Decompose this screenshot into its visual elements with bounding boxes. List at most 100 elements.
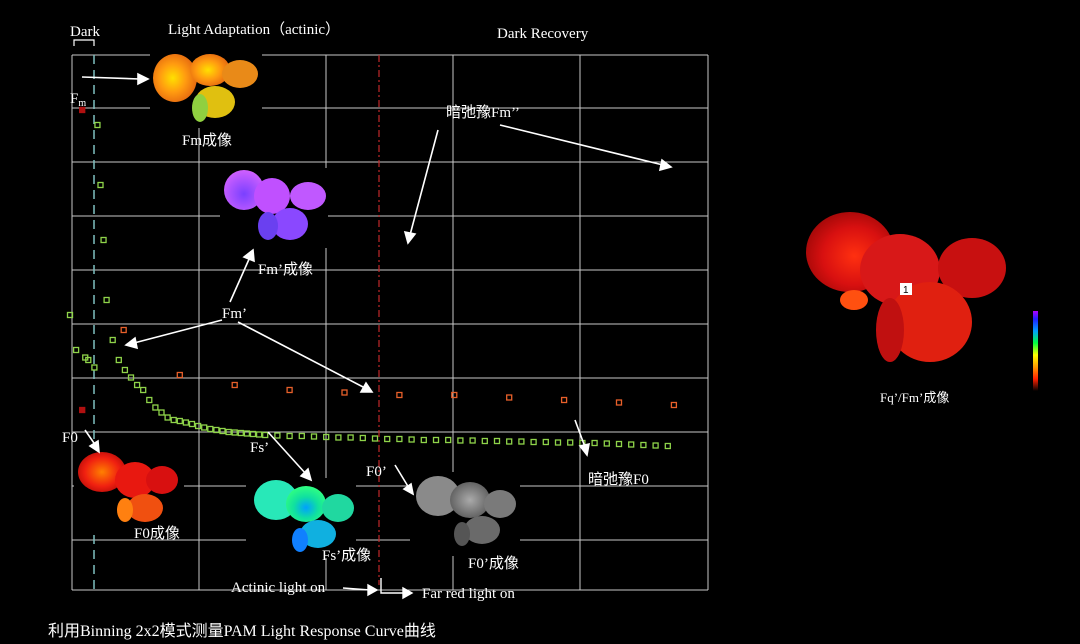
data-point-green (188, 420, 196, 428)
label-light-adaptation: Light Adaptation（actinic） (168, 21, 340, 38)
label-far-red-on: Far red light on (422, 586, 515, 602)
data-point-green (298, 432, 305, 440)
label-fs-prime: Fs’ (250, 440, 269, 456)
data-point-green (176, 417, 183, 425)
color-scale-bar (1033, 311, 1038, 391)
data-point-orange (176, 371, 183, 379)
data-point-orange (670, 401, 678, 409)
f0-image (74, 448, 184, 530)
data-point-green (94, 121, 101, 129)
data-point-green (530, 438, 537, 446)
data-point-green (213, 426, 220, 434)
data-point-green (164, 414, 171, 421)
data-point-green (72, 346, 80, 354)
data-point-green (66, 311, 74, 319)
data-point-green (567, 439, 574, 446)
data-point-green (384, 435, 391, 443)
figure-caption: 利用Binning 2x2模式测量PAM Light Response Curv… (48, 623, 436, 640)
data-point-green (109, 336, 116, 344)
data-point-green (615, 440, 623, 448)
label-fm: Fm (70, 91, 86, 109)
data-point-green (115, 356, 122, 364)
data-point-green (201, 424, 208, 431)
data-point-green (262, 431, 269, 439)
annotation-arrows (81, 72, 673, 496)
data-point-orange (341, 389, 348, 396)
data-point-green (396, 435, 403, 443)
label-f0-relax: 暗弛豫F0 (588, 471, 649, 488)
data-point-green (335, 434, 342, 441)
fm-image (150, 50, 262, 128)
dark-bracket (73, 39, 95, 46)
data-point-green (225, 428, 232, 436)
label-fm-relax: 暗弛豫Fm’’ (446, 104, 520, 121)
data-point-orange (286, 386, 293, 394)
data-point-green (91, 364, 98, 371)
data-point-dark-red (79, 106, 86, 114)
data-point-orange (120, 326, 127, 334)
data-point-green (408, 436, 415, 443)
data-point-orange (396, 391, 403, 399)
fq-fm-ratio-image: 1 (806, 212, 1006, 362)
data-point-green (274, 432, 281, 439)
data-point-green (518, 438, 525, 445)
data-point-green (640, 441, 647, 449)
svg-text:1: 1 (903, 285, 909, 296)
data-point-green (249, 430, 257, 438)
label-fs-prime-image: Fs’成像 (322, 547, 371, 564)
label-actinic-on: Actinic light on (231, 580, 326, 596)
data-point-green (542, 438, 549, 446)
data-markers (66, 106, 678, 450)
data-point-orange (560, 396, 568, 404)
data-point-green (323, 433, 330, 441)
data-point-green (170, 416, 177, 424)
data-point-orange (506, 394, 513, 401)
label-dark-recovery: Dark Recovery (497, 26, 589, 42)
data-point-green (243, 430, 251, 437)
data-point-green (286, 432, 293, 440)
data-point-green (219, 427, 226, 435)
data-point-green (493, 437, 501, 445)
event-arrows (342, 578, 414, 600)
data-point-green (591, 439, 598, 447)
data-point-green (103, 296, 110, 304)
data-point-green (127, 374, 135, 381)
data-point-green (100, 236, 107, 244)
data-point-green (310, 433, 318, 440)
data-point-green (152, 404, 159, 411)
chart-grid (71, 54, 709, 591)
data-point-green (237, 429, 244, 437)
data-point-green (146, 396, 153, 404)
label-fm-prime: Fm’ (222, 306, 247, 322)
data-point-green (231, 429, 238, 436)
fs-prime-image (246, 478, 356, 558)
data-point-green (158, 409, 165, 416)
data-point-green (603, 440, 610, 447)
data-point-green (469, 437, 476, 444)
data-point-green (140, 386, 147, 394)
label-f0-prime: F0’ (366, 464, 387, 480)
data-point-green (457, 437, 464, 444)
label-f0: F0 (62, 430, 78, 446)
data-point-green (359, 434, 366, 442)
label-ratio-image: Fq’/Fm’成像 (880, 390, 949, 405)
data-point-orange (451, 391, 458, 399)
data-point-green (97, 181, 104, 189)
f0-prime-image (410, 472, 520, 556)
data-point-green (347, 434, 354, 441)
data-point-green (652, 442, 659, 449)
data-point-green (255, 431, 263, 438)
data-point-green (445, 436, 452, 444)
label-fm-prime-image: Fm’成像 (258, 261, 313, 278)
data-point-green (121, 366, 129, 374)
data-point-green (628, 441, 635, 448)
data-point-dark-red (79, 406, 86, 414)
fm-prime-image (220, 168, 328, 248)
data-point-orange (615, 399, 623, 406)
data-point-green (371, 435, 379, 442)
label-dark: Dark (70, 24, 100, 40)
data-point-green (664, 442, 671, 450)
label-f0-image: F0成像 (134, 525, 180, 542)
data-point-green (85, 356, 92, 364)
